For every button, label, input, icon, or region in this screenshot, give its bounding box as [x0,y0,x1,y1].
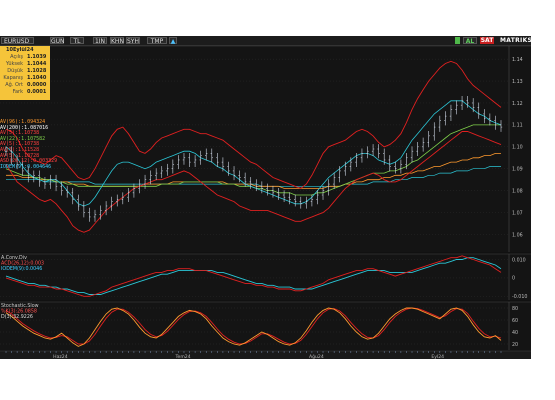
indicator-legend-entry: AV(5):1.10738 [0,130,40,137]
time-tick-label: Eyl24 [431,354,444,359]
info-value: 1.1028 [27,68,47,74]
green-indicator-icon [455,37,460,44]
time-axis: Haz24 Tem24 Ağu24 Eyl24 [0,350,531,359]
macd-legend-entry: IODEM(9):0.0046 [1,266,42,272]
indicator-legend-entry: IODEM(9):0.004646 [0,163,52,170]
period-syh-button[interactable]: SYH [126,37,140,45]
indicator-legend-entry: AV(5):1.11528 [0,147,40,153]
info-value: 0.0001 [27,89,47,95]
ma-slow-line [6,166,501,187]
y-tick-label: 1.07 [512,210,523,216]
stochastic-legend-entry: D(3):32.9226 [1,314,33,320]
bollinger-mid-line [5,100,502,207]
macd-legend-entry: ACD(26,12):0.003 [1,261,44,267]
indicator-legend-entry: AV(96):1.094324 [0,119,46,125]
y-tick-label: 1.13 [512,79,523,85]
y-tick-label: 1.08 [512,188,523,194]
time-tick-label: Haz24 [53,354,68,359]
template-button[interactable]: TMP [147,37,167,45]
time-axis-background [0,351,531,359]
y-tick-label: 80 [512,306,518,312]
bollinger-lower-line [5,131,502,233]
info-value: 1.1044 [27,61,47,67]
info-row-open: Açılış 1.1039 [0,54,50,60]
info-date: 10Eylül24 [6,47,34,53]
brand-logo: MATRIKS [500,37,533,44]
time-tick-label: Tem24 [174,354,190,359]
period-1min-button[interactable]: 1IN [93,37,107,45]
period-day-button[interactable]: GUN [50,37,65,45]
macd-panel: 0.010 0 -0.010 A.Conv.DivACD(26,12):0.003IO… [0,253,531,300]
bird-icon[interactable]: ▲ [169,37,177,45]
info-label: Ağ. Ort [5,82,23,88]
chart-window: EURUSD GUN TL 1IN KHN SYH TMP ▲ AL SAT M… [0,36,533,359]
indicator-legend-entry: AV(5):1.10728 [0,152,40,159]
info-row-weighted-avg: Ağ. Ort 0.0000 [0,82,50,88]
macd-signal-line [5,257,502,295]
tl-button[interactable]: TL [70,37,84,45]
y-tick-label: -0.010 [512,294,527,300]
symbol-selector[interactable]: EURUSD [1,37,34,45]
info-label: Kapanış [3,75,23,81]
indicator-legend-entry: AV(200):1.087016 [0,124,49,131]
y-tick-label: 1.14 [512,57,523,63]
indicator-legend-entry: ASD(26,12):0.003329 [0,158,58,165]
price-panel: 1.14 1.13 1.12 1.11 1.10 1.09 1.08 1.07 1.06 [0,46,531,252]
info-row-close: Kapanış 1.1040 [0,75,50,81]
bollinger-upper-line [5,60,502,189]
chart-toolbar: EURUSD GUN TL 1IN KHN SYH TMP ▲ AL SAT M… [0,36,533,46]
y-tick-label: 1.10 [512,145,523,151]
y-tick-label: 40 [512,330,518,336]
y-tick-label: 1.06 [512,232,523,238]
info-value: 1.1040 [27,75,47,81]
info-value: 0.0000 [27,82,47,88]
stochastic-k-line [5,307,502,347]
y-tick-label: 60 [512,318,518,324]
info-label: Yüksek [5,61,23,67]
macd-title: A.Conv.Div [1,255,27,261]
y-tick-label: 1.09 [512,167,523,173]
ohlc-info-box: 10Eylül24 Açılış 1.1039 Yüksek 1.1044 Düşü… [0,46,50,100]
y-tick-label: 1.12 [512,101,523,107]
buy-button[interactable]: AL [463,37,477,45]
panel-background [0,46,531,252]
indicator-legend-entry: AV(22):1.107582 [0,135,46,142]
info-value: 1.1039 [27,54,47,60]
chart-area[interactable]: 1.14 1.13 1.12 1.11 1.10 1.09 1.08 1.07 1.06 0.0… [0,46,531,359]
macd-line [5,255,502,297]
symbol-label: EURUSD [4,38,30,45]
y-tick-label: 1.11 [512,123,523,129]
info-row-high: Yüksek 1.1044 [0,61,50,67]
stochastic-d-line [5,307,502,345]
info-row-low: Düşük 1.1028 [0,68,50,74]
y-tick-label: 20 [512,342,518,348]
stochastic-panel: 80 60 40 20 Stochastic.Slow%K(3):26.0858D(3)… [0,301,531,350]
info-label: Düşük [7,68,23,74]
info-row-diff: Fark 0.0001 [0,89,50,95]
info-label: Fark [12,89,23,95]
period-khn-button[interactable]: KHN [110,37,124,45]
time-tick-label: Ağu24 [309,353,324,359]
stochastic-legend-entry: %K(3):26.0858 [1,309,37,315]
stochastic-title: Stochastic.Slow [1,303,39,309]
y-tick-label: 0.010 [512,257,526,263]
indicator-legend-entry: AV(5):1.10738 [0,141,40,148]
info-label: Açılış [10,54,23,60]
sell-button[interactable]: SAT [480,37,494,44]
panel-background [0,254,531,300]
y-tick-label: 0 [512,276,515,282]
